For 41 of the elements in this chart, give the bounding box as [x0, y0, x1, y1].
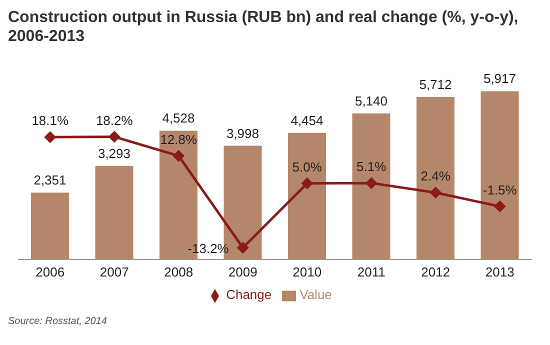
data-label: -1.5%: [482, 182, 518, 198]
data-label: 3,998: [226, 126, 260, 141]
data-label: 4,454: [290, 112, 324, 128]
x-tick-label: 2013: [485, 264, 514, 280]
point: [236, 242, 249, 254]
data-label: 12.8%: [160, 132, 198, 147]
x-tick-label: 2010: [292, 264, 322, 280]
bar: [480, 91, 519, 260]
data-label: 2,351: [34, 172, 66, 188]
data-label: 5,712: [419, 77, 452, 92]
point: [494, 200, 506, 212]
bar: [352, 113, 390, 260]
source-note: Source: Rosstat, 2014: [8, 316, 108, 327]
data-label: 4,528: [162, 110, 195, 126]
x-tick-label: 2006: [36, 264, 65, 280]
legend-label: Change: [226, 287, 272, 302]
data-label: 5.1%: [356, 159, 387, 174]
x-tick-label: 2011: [357, 264, 386, 280]
data-label: 5,917: [483, 71, 516, 86]
legend-label: Value: [300, 287, 332, 302]
point: [172, 150, 185, 162]
x-tick-label: 2008: [164, 264, 194, 280]
data-label: 5,140: [354, 93, 388, 108]
point: [365, 177, 378, 190]
bar: [288, 132, 326, 260]
bar: [95, 166, 134, 260]
point: [44, 131, 56, 144]
data-label: 3,293: [98, 146, 131, 161]
chart-title: Construction output in Russia (RUB bn) and real change (%, y-o-y), 2006-2013: [8, 8, 520, 46]
data-label: 5.0%: [292, 159, 322, 174]
point: [301, 177, 314, 190]
x-tick-label: 2009: [228, 264, 258, 280]
data-label: 18.2%: [96, 112, 134, 128]
point: [430, 186, 442, 199]
data-label: 2.4%: [420, 168, 451, 184]
bar: [31, 192, 69, 260]
x-tick-label: 2012: [421, 264, 450, 280]
x-tick-label: 2007: [100, 264, 129, 280]
data-label: 18.1%: [32, 113, 69, 128]
point: [108, 130, 120, 143]
bar: [416, 97, 454, 260]
